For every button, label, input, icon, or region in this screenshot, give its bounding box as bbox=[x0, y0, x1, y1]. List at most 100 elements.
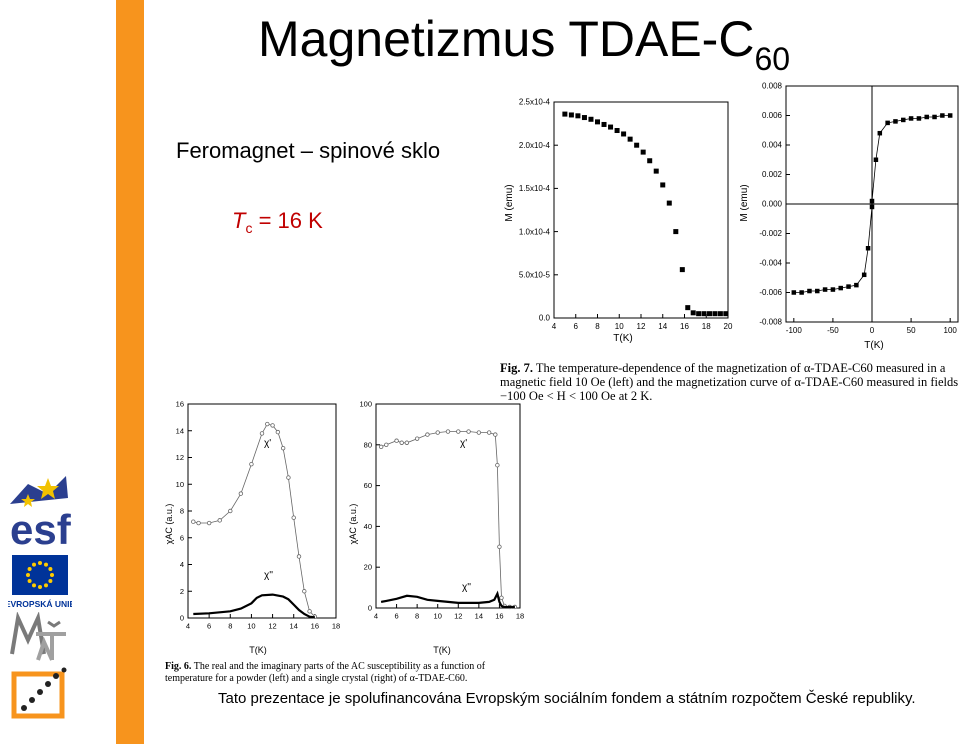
chi-real-point bbox=[307, 609, 312, 614]
hysteresis-point bbox=[869, 204, 875, 210]
magnetization-point bbox=[723, 311, 729, 317]
plot-frame bbox=[553, 101, 729, 319]
chi-real-point bbox=[270, 423, 275, 428]
hysteresis-point bbox=[877, 130, 883, 136]
fig6-caption: Fig. 6. The real and the imaginary parts… bbox=[165, 661, 535, 684]
y-tick-label: 20 bbox=[364, 563, 372, 572]
hysteresis-point bbox=[830, 287, 836, 292]
chi-real-point bbox=[425, 432, 430, 437]
y-tick-label: 0.0 bbox=[539, 314, 551, 323]
chart-points bbox=[562, 111, 729, 317]
hysteresis-point bbox=[807, 288, 812, 294]
x-axis-label: T(K) bbox=[249, 645, 267, 655]
sidebar-band bbox=[116, 0, 144, 744]
y-tick-label: 0.008 bbox=[762, 82, 783, 91]
y-axis-label: χAC (a.u.) bbox=[348, 504, 358, 545]
magnetization-point bbox=[653, 168, 659, 174]
title-main: Magnetizmus TDAE-C bbox=[258, 11, 755, 67]
y-axis-label: χAC (a.u.) bbox=[164, 504, 174, 545]
x-tick-label: 8 bbox=[415, 612, 419, 621]
hysteresis-point bbox=[869, 198, 875, 204]
y-tick-label: 2.5x10-4 bbox=[519, 98, 551, 107]
x-tick-label: 16 bbox=[680, 322, 689, 331]
fig6-right-chart: 4 6 8 10 12 14 16 18 0 20 40 60 80 100 T(K) χAC (a.u.… bbox=[348, 400, 524, 656]
chi-imag-line bbox=[193, 593, 316, 619]
chi-real-point bbox=[296, 554, 302, 559]
y-tick-label: 12 bbox=[176, 453, 184, 462]
magnetization-point bbox=[562, 111, 568, 117]
chi-real-point bbox=[228, 508, 233, 514]
chi-real-point bbox=[259, 431, 265, 436]
x-tick-label: 12 bbox=[637, 322, 646, 331]
hysteresis-point bbox=[822, 287, 828, 292]
x-tick-label: 100 bbox=[944, 326, 958, 335]
y-tick-label: 2 bbox=[180, 587, 184, 596]
x-tick-label: 14 bbox=[290, 622, 298, 631]
chi-real-point bbox=[486, 430, 492, 435]
y-tick-label: 8 bbox=[180, 507, 184, 516]
magnetization-point bbox=[621, 131, 627, 137]
chart-axes: 4 6 8 10 12 14 16 18 0 20 40 60 80 100 bbox=[359, 400, 524, 621]
magnetization-point bbox=[575, 113, 581, 119]
chi-real-point bbox=[249, 461, 254, 467]
x-tick-label: 4 bbox=[552, 322, 557, 331]
esf-logo: esf bbox=[8, 472, 92, 548]
magnetization-point bbox=[696, 311, 702, 317]
magnetization-point bbox=[588, 116, 594, 122]
fig7-left-chart: 4 6 8 10 12 14 16 18 20 0.0 5.0x10-5 1.0x10-4 1.5x10… bbox=[504, 98, 733, 344]
y-tick-label: 10 bbox=[176, 480, 184, 489]
title-subscript: 60 bbox=[754, 41, 791, 77]
y-tick-label: -0.002 bbox=[759, 229, 782, 238]
magnetization-point bbox=[717, 311, 723, 317]
y-tick-label: 4 bbox=[180, 560, 184, 569]
chi-real-point bbox=[499, 595, 504, 600]
chi-real-point bbox=[476, 430, 482, 435]
x-tick-label: 16 bbox=[311, 622, 319, 631]
fig6-caption-text: The real and the imaginary parts of the … bbox=[165, 661, 486, 684]
tc-value: = 16 K bbox=[252, 208, 323, 233]
footer-note: Tato prezentace je spolufinancována Evro… bbox=[218, 690, 916, 707]
x-tick-label: 50 bbox=[907, 326, 916, 335]
x-tick-label: 10 bbox=[434, 612, 442, 621]
fig7-caption: Fig. 7. The temperature-dependence of th… bbox=[500, 361, 960, 403]
x-tick-label: 6 bbox=[394, 612, 398, 621]
x-tick-label: 6 bbox=[574, 322, 579, 331]
chi-real-label: χ' bbox=[264, 438, 271, 449]
chi-real-point bbox=[404, 440, 410, 445]
slide-subtitle: Feromagnet – spinové sklo bbox=[176, 138, 441, 163]
hysteresis-point bbox=[873, 157, 879, 162]
chi-real-point bbox=[191, 519, 196, 524]
fig7-right-chart: -100 -50 0 50 100 0.008 0.006 0.004 0.002 0.000 -0… bbox=[740, 82, 959, 350]
chi-real-point bbox=[466, 429, 471, 434]
hysteresis-point bbox=[947, 113, 953, 118]
fig6-caption-label: Fig. 6. bbox=[165, 661, 192, 672]
fig7-caption-label: Fig. 7. bbox=[500, 361, 533, 375]
opvk-logo bbox=[11, 667, 67, 719]
chi-real-point bbox=[399, 440, 404, 445]
slide-title: Magnetizmus TDAE-C60 bbox=[258, 8, 790, 90]
y-tick-label: 100 bbox=[359, 400, 372, 409]
magnetization-point bbox=[673, 229, 679, 235]
x-axis-label: T(K) bbox=[864, 340, 883, 350]
hysteresis-point bbox=[861, 272, 867, 278]
magnetization-point bbox=[707, 311, 713, 317]
hysteresis-point bbox=[799, 290, 804, 295]
magnetization-point bbox=[647, 158, 653, 164]
chi-real-point bbox=[394, 438, 399, 443]
y-tick-label: -0.004 bbox=[759, 259, 782, 268]
y-tick-label: 0 bbox=[180, 614, 184, 623]
curie-temperature: Tc = 16 K bbox=[232, 208, 323, 236]
chi-real-point bbox=[384, 442, 389, 447]
magnetization-point bbox=[614, 128, 620, 134]
y-tick-label: 60 bbox=[364, 481, 372, 490]
hysteresis-point bbox=[940, 113, 945, 118]
y-tick-label: 80 bbox=[364, 440, 372, 449]
magnetization-point bbox=[608, 124, 614, 130]
chi-real-point bbox=[445, 429, 451, 434]
chi-real-label: χ' bbox=[460, 438, 467, 449]
magnetization-point bbox=[685, 305, 691, 311]
chi-imag-label: χ'' bbox=[462, 582, 471, 593]
y-tick-label: 14 bbox=[176, 426, 184, 435]
hysteresis-point bbox=[901, 117, 906, 123]
y-tick-label: 0.000 bbox=[762, 200, 783, 209]
